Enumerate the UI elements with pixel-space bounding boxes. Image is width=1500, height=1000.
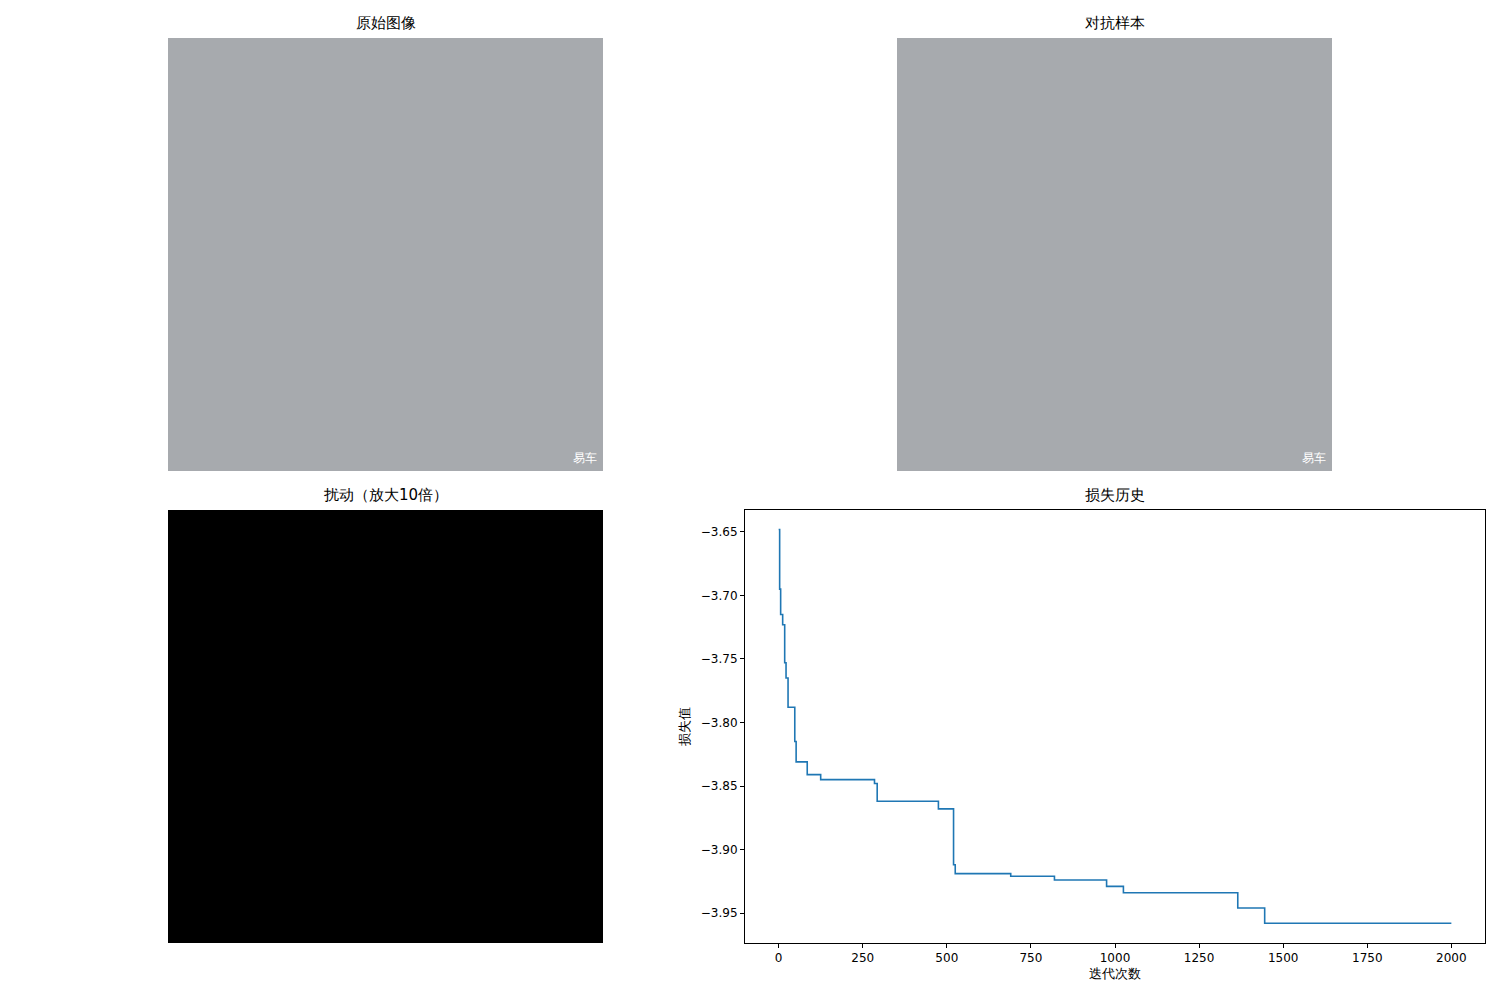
svg-text:−3.90: −3.90	[701, 843, 738, 857]
svg-text:−3.75: −3.75	[701, 652, 738, 666]
svg-text:−3.85: −3.85	[701, 779, 738, 793]
svg-text:750: 750	[1019, 951, 1042, 965]
svg-text:−3.65: −3.65	[701, 525, 738, 539]
svg-text:1000: 1000	[1100, 951, 1131, 965]
svg-text:−3.80: −3.80	[701, 716, 738, 730]
svg-text:1500: 1500	[1268, 951, 1299, 965]
svg-text:1750: 1750	[1352, 951, 1383, 965]
svg-text:2000: 2000	[1436, 951, 1467, 965]
svg-text:损失值: 损失值	[677, 707, 692, 746]
svg-text:500: 500	[935, 951, 958, 965]
svg-text:迭代次数: 迭代次数	[1089, 966, 1141, 981]
svg-text:损失历史: 损失历史	[1085, 486, 1145, 504]
svg-text:1250: 1250	[1184, 951, 1215, 965]
svg-text:扰动（放大10倍）: 扰动（放大10倍）	[323, 486, 448, 504]
svg-text:原始图像: 原始图像	[356, 14, 416, 32]
svg-text:250: 250	[851, 951, 874, 965]
svg-text:−3.70: −3.70	[701, 589, 738, 603]
svg-text:易车: 易车	[573, 451, 597, 465]
svg-text:易车: 易车	[1302, 451, 1326, 465]
svg-text:0: 0	[775, 951, 783, 965]
svg-text:−3.95: −3.95	[701, 906, 738, 920]
svg-text:对抗样本: 对抗样本	[1085, 14, 1145, 32]
